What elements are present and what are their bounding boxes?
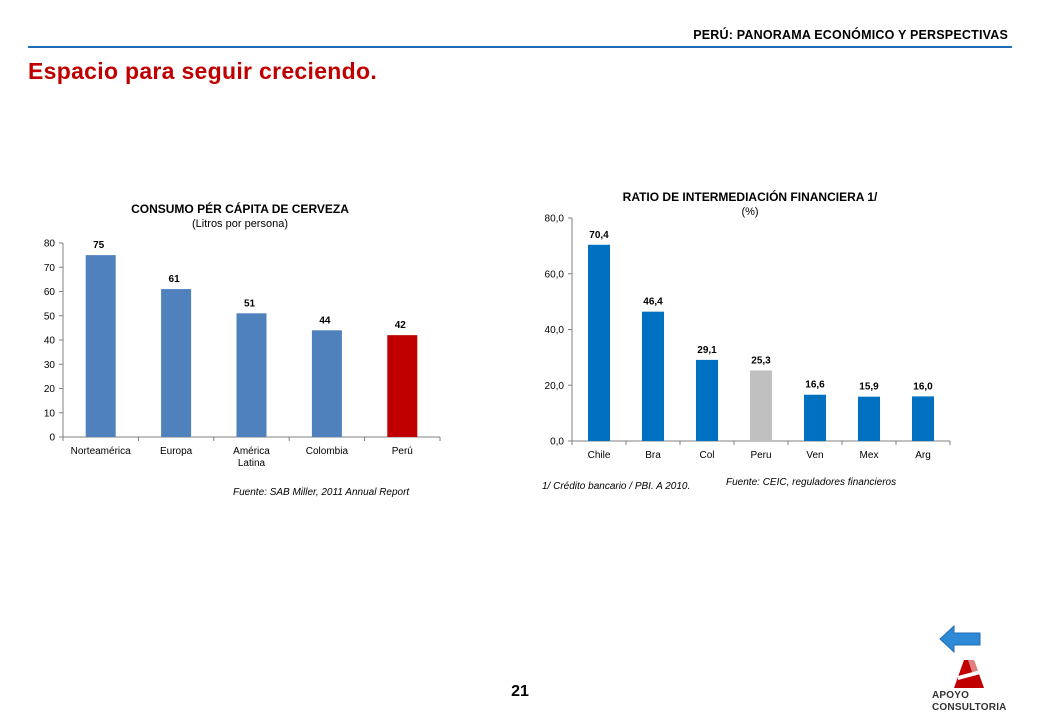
bar: [236, 313, 267, 437]
data-label: 42: [395, 320, 407, 331]
data-label: 29,1: [697, 345, 717, 356]
bar: [311, 330, 342, 437]
financial-intermediation-chart: RATIO DE INTERMEDIACIÓN FINANCIERA 1/ (%)…: [545, 189, 951, 461]
bar: [912, 396, 934, 441]
data-label: 25,3: [751, 355, 771, 366]
header-divider: [28, 46, 1012, 48]
bar: [161, 289, 192, 437]
category-label: Perú: [392, 446, 413, 457]
back-arrow-button[interactable]: [938, 624, 982, 654]
bar: [696, 359, 718, 441]
category-label: Peru: [750, 450, 771, 461]
logo-line2: CONSULTORIA: [932, 702, 1007, 713]
y-tick-label: 20: [44, 384, 56, 395]
right-chart-source: Fuente: CEIC, reguladores financieros: [726, 477, 897, 488]
y-tick-label: 80,0: [545, 214, 565, 225]
category-label: Ven: [806, 450, 823, 461]
left-chart-source: Fuente: SAB Miller, 2011 Annual Report: [233, 487, 410, 498]
category-label: Chile: [588, 450, 611, 461]
apoyo-consultoria-logo: APOYO CONSULTORIA: [928, 658, 1016, 716]
category-label: Latina: [238, 458, 266, 469]
bar: [85, 255, 116, 437]
data-label: 51: [244, 298, 256, 309]
bar: [588, 244, 610, 441]
page-number: 21: [511, 683, 529, 700]
data-label: 44: [319, 315, 331, 326]
data-label: 16,6: [805, 380, 825, 391]
chart-subtitle: (%): [741, 206, 758, 218]
beer-consumption-chart: CONSUMO PÉR CÁPITA DE CERVEZA (Litros por…: [44, 201, 441, 469]
y-tick-label: 80: [44, 239, 56, 250]
y-tick-label: 30: [44, 360, 56, 371]
bar: [858, 396, 880, 441]
data-label: 75: [93, 240, 105, 251]
bar: [642, 311, 664, 441]
category-label: Norteamérica: [71, 446, 131, 457]
left-arrow-icon: [939, 624, 981, 654]
data-label: 46,4: [643, 297, 663, 308]
y-tick-label: 0: [49, 433, 55, 444]
right-chart-footnote: 1/ Crédito bancario / PBI. A 2010.: [542, 481, 691, 492]
y-tick-label: 60,0: [545, 269, 565, 280]
category-label: América: [233, 446, 270, 457]
chart-title: CONSUMO PÉR CÁPITA DE CERVEZA: [131, 201, 349, 216]
section-title: PERÚ: PANORAMA ECONÓMICO Y PERSPECTIVAS: [693, 28, 1008, 42]
y-tick-label: 0,0: [550, 437, 564, 448]
logo-mark-icon: [954, 660, 988, 688]
y-tick-label: 20,0: [545, 381, 565, 392]
y-tick-label: 70: [44, 263, 56, 274]
chart-subtitle: (Litros por persona): [192, 218, 288, 230]
category-label: Bra: [645, 450, 661, 461]
data-label: 61: [169, 274, 181, 285]
y-tick-label: 50: [44, 311, 56, 322]
data-label: 70,4: [589, 230, 609, 241]
y-tick-label: 60: [44, 287, 56, 298]
y-tick-label: 40,0: [545, 325, 565, 336]
category-label: Colombia: [306, 446, 349, 457]
bar: [387, 335, 418, 437]
category-label: Arg: [915, 450, 931, 461]
bar: [804, 394, 826, 441]
bar: [750, 370, 772, 441]
category-label: Europa: [160, 446, 193, 457]
category-label: Mex: [860, 450, 879, 461]
y-tick-label: 10: [44, 408, 56, 419]
chart-title: RATIO DE INTERMEDIACIÓN FINANCIERA 1/: [623, 189, 878, 204]
logo-line1: APOYO: [932, 690, 970, 701]
category-label: Col: [699, 450, 714, 461]
slide-title: Espacio para seguir creciendo.: [28, 58, 378, 84]
data-label: 16,0: [913, 381, 933, 392]
y-tick-label: 40: [44, 336, 56, 347]
data-label: 15,9: [859, 382, 879, 393]
